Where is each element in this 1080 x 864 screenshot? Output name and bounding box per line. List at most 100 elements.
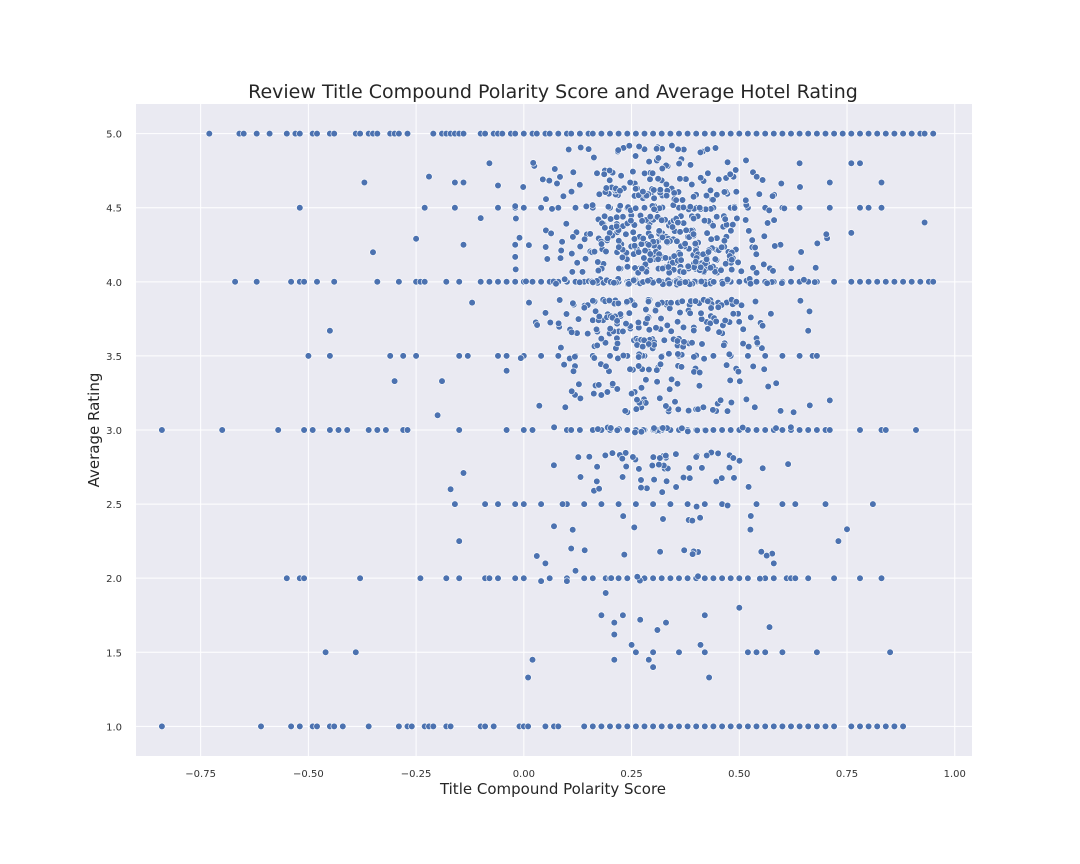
scatter-point	[685, 464, 693, 472]
scatter-point	[573, 259, 581, 267]
scatter-point	[787, 722, 795, 731]
scatter-point	[813, 352, 821, 360]
scatter-point	[778, 500, 787, 508]
scatter-point	[721, 316, 729, 325]
scatter-point	[752, 250, 760, 258]
scatter-point	[649, 453, 657, 461]
scatter-point	[606, 722, 614, 731]
scatter-point	[511, 500, 519, 508]
scatter-point	[673, 237, 681, 245]
scatter-point	[681, 278, 690, 286]
scatter-point	[877, 574, 886, 582]
scatter-point	[665, 280, 673, 288]
x-axis-label: Title Compound Polarity Score	[439, 780, 666, 798]
scatter-point	[322, 648, 330, 656]
scatter-point	[545, 177, 553, 185]
scatter-point	[653, 626, 662, 634]
scatter-point	[556, 173, 564, 181]
scatter-point	[721, 215, 729, 223]
scatter-point	[759, 464, 767, 472]
scatter-point	[696, 368, 704, 377]
scatter-point	[826, 396, 834, 405]
scatter-point	[658, 574, 666, 582]
scatter-point	[761, 426, 769, 434]
scatter-point	[701, 648, 709, 656]
scatter-point	[744, 352, 752, 360]
scatter-point	[610, 279, 618, 287]
scatter-point	[595, 485, 603, 493]
scatter-point	[770, 130, 778, 138]
scatter-point	[692, 130, 700, 138]
scatter-point	[537, 577, 545, 585]
scatter-point	[856, 159, 864, 167]
scatter-point	[610, 618, 618, 627]
scatter-point	[742, 216, 750, 224]
scatter-point	[847, 130, 855, 138]
scatter-point	[537, 278, 545, 286]
scatter-point	[630, 276, 638, 284]
scatter-point	[313, 130, 321, 138]
scatter-point	[429, 130, 437, 138]
scatter-point	[675, 722, 683, 731]
scatter-point	[718, 426, 726, 434]
scatter-point	[813, 648, 821, 656]
scatter-point	[522, 277, 530, 286]
scatter-point	[873, 278, 881, 286]
scatter-point	[659, 424, 667, 432]
scatter-point	[645, 340, 653, 348]
scatter-point	[795, 130, 804, 138]
scatter-point	[877, 178, 886, 187]
scatter-point	[728, 256, 736, 264]
scatter-point	[684, 407, 693, 415]
scatter-point	[834, 537, 843, 545]
scatter-point	[382, 426, 390, 434]
scatter-point	[343, 426, 351, 434]
scatter-point	[697, 309, 705, 317]
scatter-point	[735, 604, 743, 612]
scatter-point	[683, 130, 692, 138]
scatter-point	[654, 154, 663, 162]
scatter-point	[882, 278, 890, 286]
scatter-point	[511, 130, 519, 138]
scatter-point	[360, 178, 369, 187]
scatter-point	[481, 130, 489, 138]
scatter-point	[662, 477, 671, 485]
scatter-point	[485, 278, 494, 286]
scatter-point	[511, 241, 519, 249]
scatter-point	[640, 336, 648, 344]
scatter-point	[633, 573, 641, 581]
scatter-point	[749, 264, 757, 272]
scatter-point	[768, 192, 777, 200]
x-tick-label: −0.50	[293, 769, 324, 780]
scatter-point	[569, 168, 577, 176]
scatter-point	[656, 186, 664, 194]
scatter-point	[712, 477, 720, 486]
scatter-point	[625, 142, 633, 150]
scatter-point	[718, 130, 726, 138]
scatter-point	[760, 260, 768, 269]
scatter-point	[635, 353, 643, 361]
scatter-point	[626, 178, 634, 187]
y-tick-label: 4.0	[106, 278, 122, 289]
scatter-point	[654, 175, 662, 183]
scatter-point	[584, 330, 592, 338]
scatter-point	[464, 352, 472, 360]
x-tick-label: 0.75	[836, 769, 858, 780]
scatter-point	[334, 426, 343, 434]
scatter-point	[300, 574, 308, 582]
scatter-point	[920, 130, 929, 138]
scatter-point	[646, 213, 654, 221]
scatter-point	[713, 191, 721, 199]
scatter-point	[231, 278, 239, 286]
scatter-point	[529, 159, 537, 167]
scatter-point	[412, 235, 420, 243]
scatter-point	[795, 426, 804, 434]
scatter-point	[763, 219, 772, 227]
scatter-point	[797, 248, 805, 256]
scatter-point	[517, 354, 525, 362]
scatter-point	[556, 296, 564, 304]
scatter-point	[572, 228, 581, 236]
scatter-point	[676, 175, 684, 183]
scatter-point	[701, 500, 709, 508]
